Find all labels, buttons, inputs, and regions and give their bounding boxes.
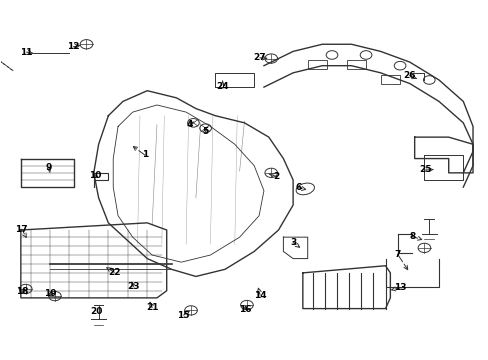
Text: 3: 3 bbox=[289, 238, 296, 247]
Text: 20: 20 bbox=[90, 307, 102, 316]
Text: 19: 19 bbox=[43, 289, 56, 298]
Bar bbox=[307, 60, 326, 69]
Text: 13: 13 bbox=[393, 283, 406, 292]
Text: 8: 8 bbox=[408, 232, 414, 241]
Text: 25: 25 bbox=[418, 166, 431, 175]
Text: 18: 18 bbox=[16, 287, 28, 296]
Text: 5: 5 bbox=[202, 127, 208, 136]
Text: 14: 14 bbox=[253, 291, 266, 300]
Text: 27: 27 bbox=[253, 53, 266, 62]
Text: 4: 4 bbox=[186, 120, 193, 129]
Text: 16: 16 bbox=[239, 305, 251, 314]
Text: 23: 23 bbox=[127, 282, 140, 291]
Text: 26: 26 bbox=[403, 71, 415, 80]
Bar bbox=[346, 60, 366, 69]
Text: 24: 24 bbox=[216, 82, 228, 91]
Text: 7: 7 bbox=[394, 250, 400, 259]
Bar bbox=[380, 75, 399, 84]
Text: 22: 22 bbox=[108, 268, 120, 277]
Text: 11: 11 bbox=[20, 48, 33, 57]
Text: 2: 2 bbox=[272, 172, 279, 181]
Text: 10: 10 bbox=[89, 171, 101, 180]
Text: 12: 12 bbox=[67, 42, 80, 51]
Text: 15: 15 bbox=[177, 311, 189, 320]
Text: 1: 1 bbox=[142, 150, 148, 159]
Text: 17: 17 bbox=[16, 225, 28, 234]
Text: 6: 6 bbox=[295, 183, 302, 192]
Text: 21: 21 bbox=[145, 303, 158, 312]
Text: 9: 9 bbox=[46, 163, 52, 172]
